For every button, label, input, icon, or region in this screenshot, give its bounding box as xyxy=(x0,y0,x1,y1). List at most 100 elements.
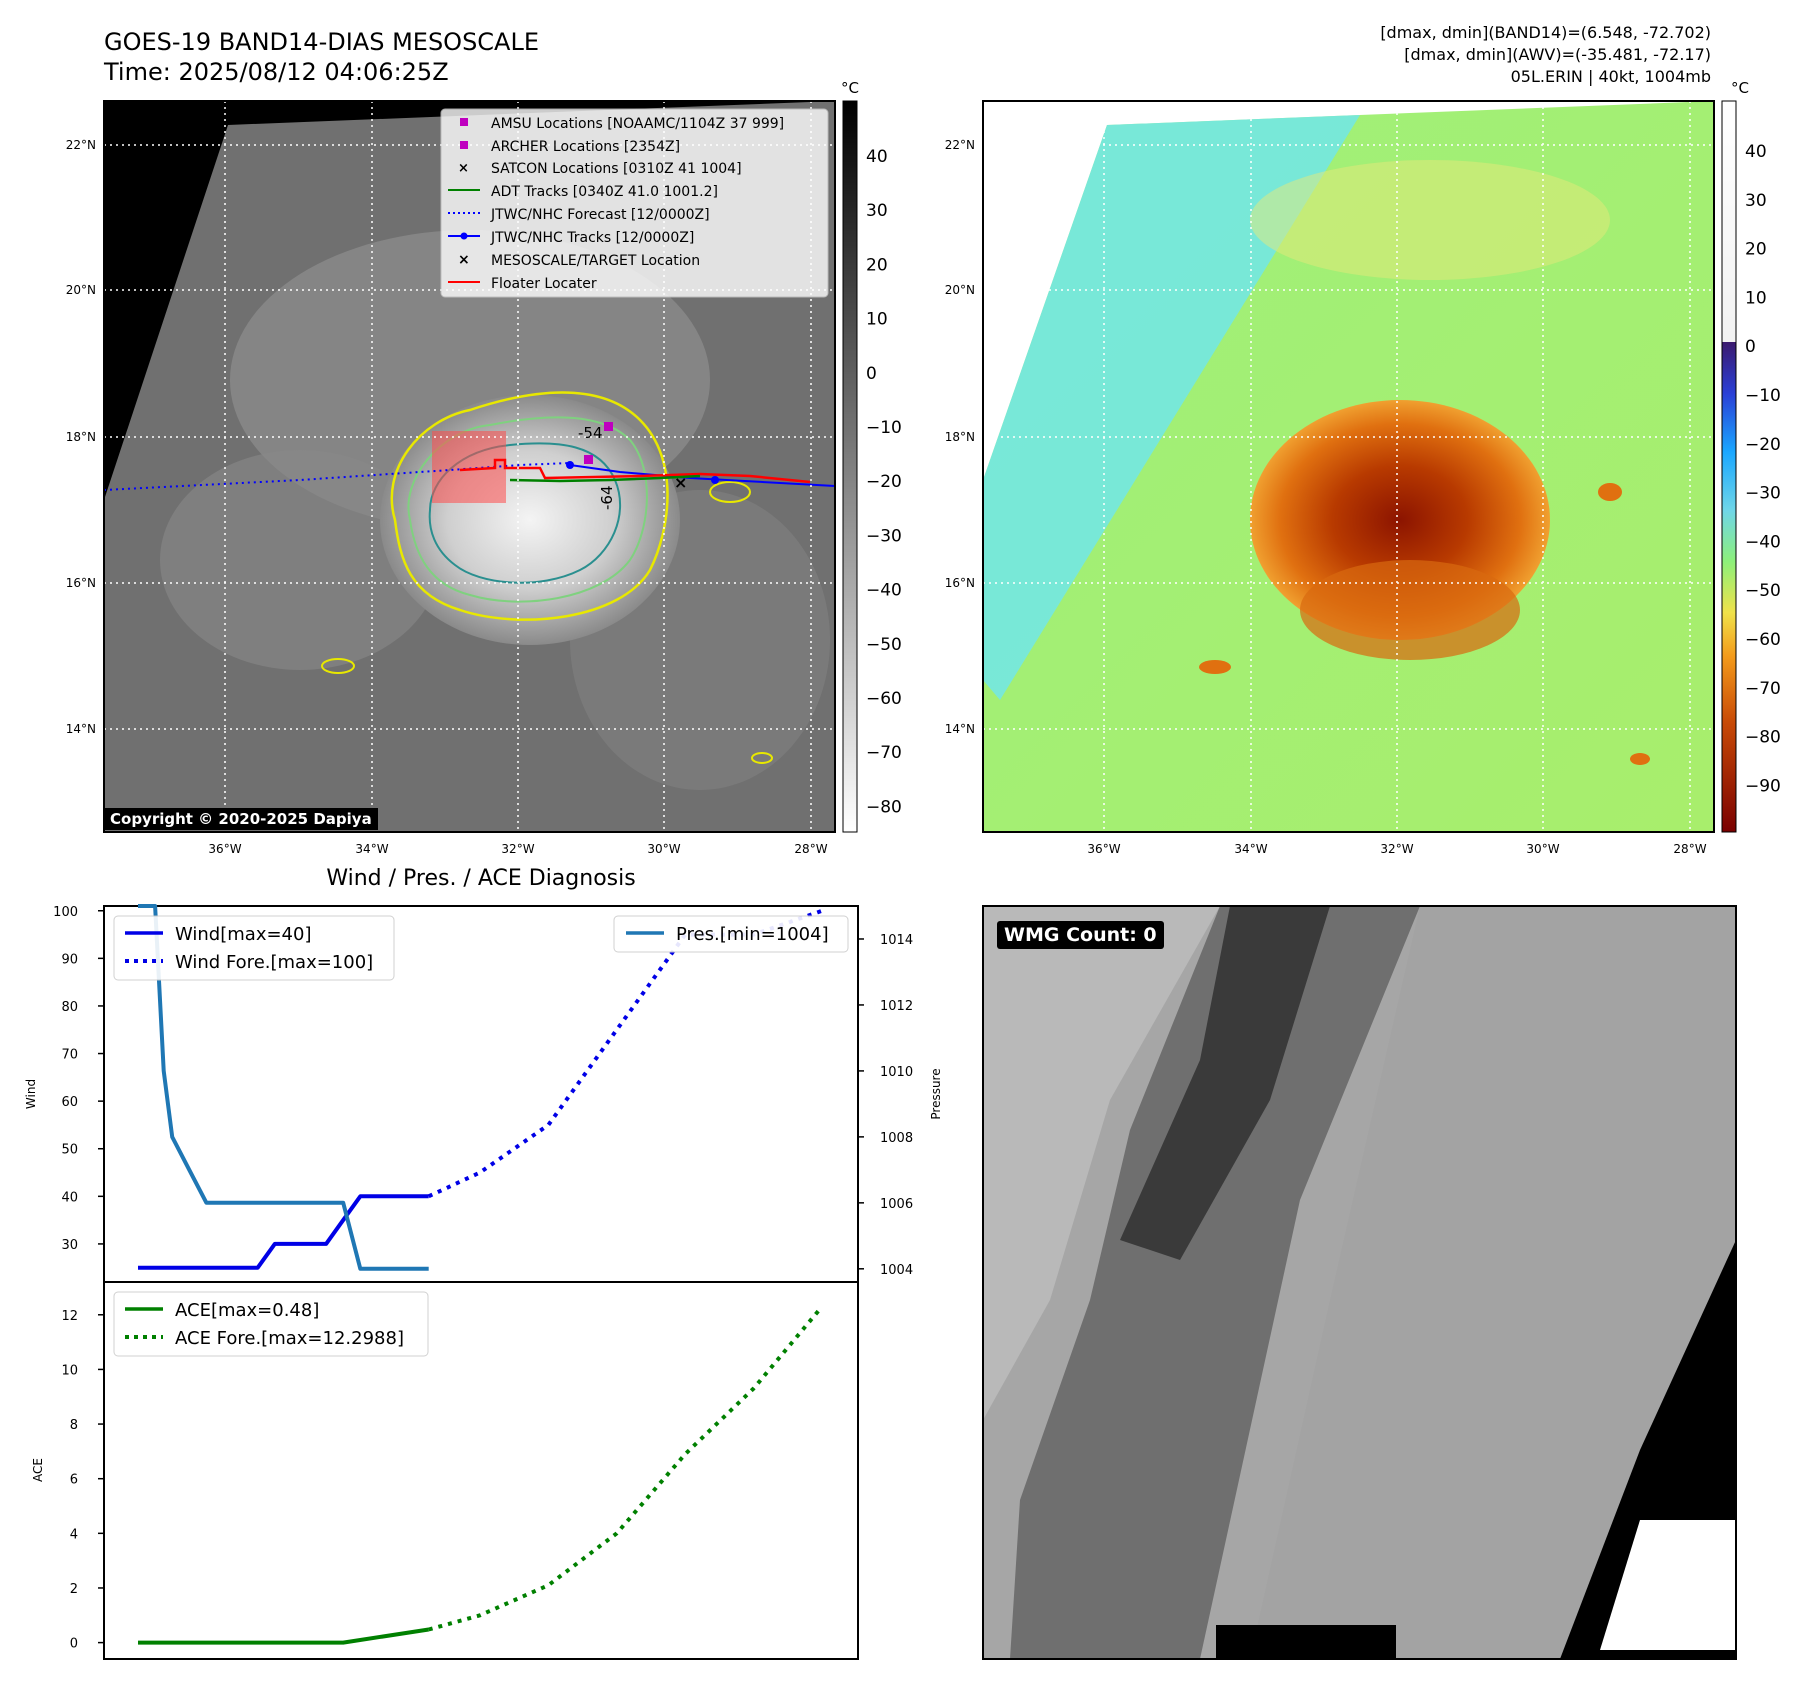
color-colorbar-tick: −90 xyxy=(1745,776,1781,796)
wind-tick-label: 60 xyxy=(61,1095,78,1110)
storm-band xyxy=(1300,560,1520,660)
contour-label-64: -64 xyxy=(598,486,616,511)
contour-small xyxy=(709,481,751,503)
legend-ace-fore: ACE Fore.[max=12.2988] xyxy=(175,1328,404,1349)
ace-tick-label: 12 xyxy=(61,1309,78,1324)
legend-satcon-icon: × xyxy=(458,161,469,176)
ace-series-line xyxy=(138,1627,430,1645)
jtwc-track-point xyxy=(566,461,574,469)
pressure-tick-label: 1010 xyxy=(880,1065,913,1080)
lon-tick-label: 32°W xyxy=(1380,842,1413,856)
contour-outer xyxy=(390,391,669,621)
lat-tick-label: 20°N xyxy=(945,283,975,297)
lat-tick-label: 22°N xyxy=(945,138,975,152)
legend-amsu-icon xyxy=(460,118,468,126)
ace-tick-label: 2 xyxy=(70,1582,78,1597)
map-title-line1: GOES-19 BAND14-DIAS MESOSCALE xyxy=(104,28,539,56)
color-colorbar-tick: −70 xyxy=(1745,679,1781,699)
pressure-axis-label: Pressure xyxy=(929,1068,943,1119)
legend-adt: ADT Tracks [0340Z 41.0 1001.2] xyxy=(491,184,718,200)
legend-target: MESOSCALE/TARGET Location xyxy=(491,253,700,269)
gray-colorbar-tick: −40 xyxy=(866,581,902,601)
color-colorbar-tick: −40 xyxy=(1745,532,1781,552)
lon-tick-label: 34°W xyxy=(355,842,388,856)
color-colorbar-unit: °C xyxy=(1731,79,1749,97)
lat-tick-label: 18°N xyxy=(945,430,975,444)
cold-cloud-spot xyxy=(1630,753,1650,765)
legend-satcon: SATCON Locations [0310Z 41 1004] xyxy=(491,161,742,177)
map-gridlines xyxy=(983,101,1714,832)
jtwc-track-point xyxy=(711,476,719,484)
color-colorbar-tick: 20 xyxy=(1745,240,1767,260)
map-title-line2: Time: 2025/08/12 04:06:25Z xyxy=(103,58,449,86)
pressure-tick-label: 1006 xyxy=(880,1197,913,1212)
contour-label-54: -54 xyxy=(578,424,603,442)
info-line1: [dmax, dmin](BAND14)=(6.548, -72.702) xyxy=(1380,23,1711,42)
gray-colorbar-tick: −70 xyxy=(866,743,902,763)
wind-tick-label: 90 xyxy=(61,952,78,967)
lat-tick-label: 16°N xyxy=(945,576,975,590)
wmg-black-strip xyxy=(1216,1625,1396,1659)
ace-tick-label: 10 xyxy=(61,1363,78,1378)
lon-tick-label: 28°W xyxy=(1673,842,1706,856)
wind-tick-label: 100 xyxy=(53,905,78,920)
legend-target-icon: × xyxy=(458,252,470,268)
forecast-track xyxy=(103,462,571,491)
cold-cloud-spot xyxy=(1598,483,1622,501)
color-colorbar xyxy=(1721,100,1737,833)
color-colorbar-tick: 10 xyxy=(1745,288,1767,308)
legend-floater: Floater Locater xyxy=(491,276,597,292)
legend-forecast: JTWC/NHC Forecast [12/0000Z] xyxy=(490,207,710,223)
color-colorbar-tick: −10 xyxy=(1745,386,1781,406)
contour-mid xyxy=(407,416,648,603)
legend-wind-fore: Wind Fore.[max=100] xyxy=(175,952,373,973)
ace-tick-label: 6 xyxy=(70,1473,78,1488)
lon-tick-label: 32°W xyxy=(501,842,534,856)
color-colorbar-tick: −20 xyxy=(1745,435,1781,455)
wmg-count-badge: WMG Count: 0 xyxy=(997,921,1164,949)
wmg-frame xyxy=(982,905,1737,1660)
map-frame xyxy=(982,100,1715,833)
lat-tick-label: 16°N xyxy=(66,576,96,590)
lat-tick-label: 22°N xyxy=(66,138,96,152)
floater-track xyxy=(459,458,811,484)
cloud-band xyxy=(160,450,440,670)
wmg-dark-band xyxy=(1120,906,1330,1260)
wmg-smooth-region xyxy=(1250,906,1736,1659)
wind-tick-label: 50 xyxy=(61,1143,78,1158)
ace-axis-label: ACE xyxy=(31,1458,45,1482)
ace-tick-label: 4 xyxy=(70,1527,78,1542)
wind-tick-label: 70 xyxy=(61,1048,78,1063)
contour-small xyxy=(321,658,355,674)
legend-amsu: AMSU Locations [NOAAMC/1104Z 37 999] xyxy=(491,116,784,132)
archer-marker xyxy=(584,455,593,464)
pressure-tick-label: 1014 xyxy=(880,933,913,948)
gray-colorbar-tick: −10 xyxy=(866,418,902,438)
color-colorbar-tick: 0 xyxy=(1745,337,1756,357)
ace-tick-label: 8 xyxy=(70,1418,78,1433)
wmg-white-region xyxy=(1600,1520,1736,1650)
gray-colorbar-tick: 40 xyxy=(866,147,888,167)
wind-legend: Wind[max=40] Wind Fore.[max=100] xyxy=(113,915,395,981)
lon-tick-label: 28°W xyxy=(794,842,827,856)
wmg-panel xyxy=(982,905,1737,1660)
cloud-patch xyxy=(1250,160,1610,280)
diagnosis-title: Wind / Pres. / ACE Diagnosis xyxy=(326,866,635,891)
wind-tick-label: 40 xyxy=(61,1190,78,1205)
wind-axis-label: Wind xyxy=(24,1079,38,1109)
gray-colorbar xyxy=(842,100,858,833)
gray-colorbar-tick: −80 xyxy=(866,797,902,817)
info-line3: 05L.ERIN | 40kt, 1004mb xyxy=(1511,67,1711,86)
gray-colorbar-tick: −50 xyxy=(866,635,902,655)
pressure-tick-label: 1004 xyxy=(880,1263,913,1278)
color-colorbar-tick: −30 xyxy=(1745,484,1781,504)
lon-tick-label: 30°W xyxy=(647,842,680,856)
lat-tick-label: 14°N xyxy=(66,722,96,736)
wmg-mid-region xyxy=(1010,906,1420,1659)
cold-region xyxy=(983,115,1360,700)
pressure-tick-label: 1012 xyxy=(880,999,913,1014)
color-colorbar-tick: −60 xyxy=(1745,630,1781,650)
ace-tick-label: 0 xyxy=(70,1637,78,1652)
lon-tick-label: 34°W xyxy=(1234,842,1267,856)
gray-colorbar-tick: −20 xyxy=(866,472,902,492)
